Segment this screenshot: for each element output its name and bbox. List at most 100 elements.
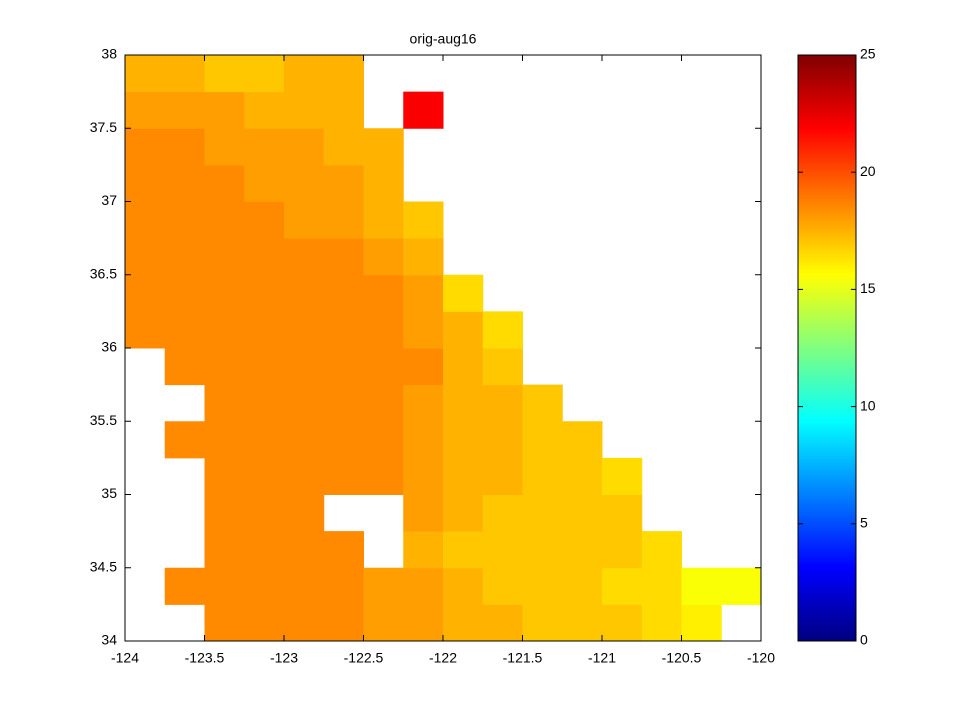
heatmap-cell <box>125 201 166 239</box>
heatmap-cell <box>403 201 444 239</box>
heatmap-cell <box>164 128 205 166</box>
heatmap-cell <box>164 201 205 239</box>
heatmap-cell <box>125 311 166 349</box>
colorbar-tick-label: 20 <box>860 163 876 179</box>
heatmap-cell <box>164 567 205 605</box>
heatmap-cell <box>323 164 364 202</box>
heatmap-cell <box>482 457 523 495</box>
heatmap-cell <box>323 55 364 93</box>
heatmap-cell <box>403 384 444 422</box>
heatmap-cell <box>244 604 285 642</box>
colorbar-tick-label: 10 <box>860 397 876 413</box>
heatmap-cell <box>204 348 245 386</box>
heatmap-cell <box>323 531 364 569</box>
heatmap-cell <box>363 238 404 276</box>
heatmap-cell <box>244 128 285 166</box>
x-tick-label: -122 <box>429 650 457 666</box>
heatmap-cell <box>164 311 205 349</box>
heatmap-cell <box>363 567 404 605</box>
heatmap-cell <box>244 91 285 129</box>
heatmap-cell <box>363 311 404 349</box>
heatmap-cell <box>164 91 205 129</box>
x-tick-label: -120.5 <box>662 650 702 666</box>
heatmap-cell <box>482 421 523 459</box>
heatmap-cell <box>244 457 285 495</box>
heatmap-cell <box>244 274 285 312</box>
heatmap-cell <box>443 348 484 386</box>
heatmap-cell <box>443 457 484 495</box>
heatmap-cell <box>403 238 444 276</box>
heatmap-cell <box>204 567 245 605</box>
heatmap-cell <box>244 384 285 422</box>
heatmap-cell <box>125 164 166 202</box>
heatmap-cell <box>363 348 404 386</box>
heatmap-cell <box>403 531 444 569</box>
heatmap-cell <box>284 164 325 202</box>
heatmap-cell <box>204 531 245 569</box>
heatmap-cell <box>244 55 285 93</box>
heatmap-cell <box>244 238 285 276</box>
heatmap-cell <box>204 55 245 93</box>
y-tick-label: 38 <box>101 46 117 62</box>
colorbar-tick-label: 25 <box>860 46 876 62</box>
heatmap-cell <box>204 421 245 459</box>
y-tick-label: 36 <box>101 339 117 355</box>
heatmap-cell <box>681 567 722 605</box>
chart-title: orig-aug16 <box>410 31 477 47</box>
heatmap-cell <box>562 421 603 459</box>
y-tick-label: 36.5 <box>90 265 117 281</box>
heatmap-cell <box>522 531 563 569</box>
heatmap-cell <box>403 91 444 129</box>
heatmap-cell <box>244 567 285 605</box>
heatmap-cell <box>204 311 245 349</box>
heatmap-cell <box>284 201 325 239</box>
heatmap-cell <box>244 311 285 349</box>
heatmap-cell <box>284 91 325 129</box>
x-tick-label: -121 <box>588 650 616 666</box>
heatmap-cell <box>204 494 245 532</box>
heatmap-cell <box>125 128 166 166</box>
heatmap-cell <box>403 348 444 386</box>
heatmap-cell <box>522 604 563 642</box>
heatmap-cell <box>482 348 523 386</box>
heatmap-cell <box>323 238 364 276</box>
heatmap-cell <box>522 457 563 495</box>
heatmap-cell <box>363 201 404 239</box>
heatmap-cell <box>284 348 325 386</box>
heatmap-cell <box>363 164 404 202</box>
heatmap-cell <box>721 567 762 605</box>
x-tick-label: -123.5 <box>185 650 225 666</box>
heatmap-cell <box>323 384 364 422</box>
heatmap-cell <box>363 457 404 495</box>
heatmap-cell <box>323 128 364 166</box>
x-tick-label: -120 <box>747 650 775 666</box>
heatmap-cell <box>204 238 245 276</box>
y-tick-label: 34.5 <box>90 558 117 574</box>
x-tick-label: -124 <box>111 650 139 666</box>
heatmap-cell <box>204 91 245 129</box>
heatmap-cell <box>323 348 364 386</box>
heatmap-cell <box>443 531 484 569</box>
heatmap-cell <box>562 567 603 605</box>
heatmap-cell <box>602 494 643 532</box>
heatmap-cell <box>562 604 603 642</box>
heatmap-cell <box>403 311 444 349</box>
heatmap-cell <box>443 604 484 642</box>
heatmap-cell <box>403 604 444 642</box>
heatmap-cell <box>641 531 682 569</box>
heatmap-cell <box>363 384 404 422</box>
heatmap-cell <box>204 274 245 312</box>
heatmap-cell <box>482 311 523 349</box>
heatmap-cell <box>522 384 563 422</box>
heatmap-cell <box>164 238 205 276</box>
heatmap-cell <box>284 531 325 569</box>
heatmap-cell <box>482 531 523 569</box>
heatmap-cell <box>323 421 364 459</box>
y-tick-label: 35.5 <box>90 412 117 428</box>
heatmap-cell <box>522 494 563 532</box>
heatmap-cell <box>125 91 166 129</box>
colorbar-tick-label: 5 <box>860 515 868 531</box>
heatmap-cell <box>164 164 205 202</box>
heatmap-cell <box>363 274 404 312</box>
